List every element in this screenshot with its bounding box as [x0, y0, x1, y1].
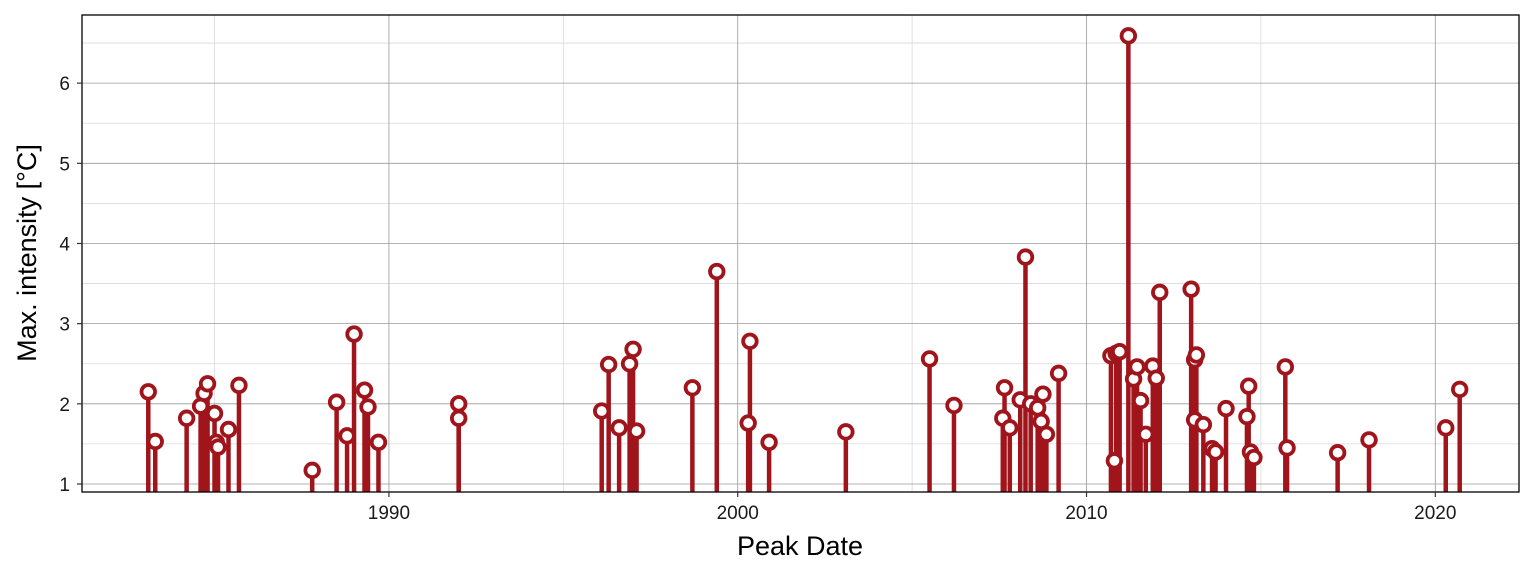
- lollipop-point: [345, 325, 363, 343]
- lollipop-point: [1049, 364, 1068, 383]
- lollipop-point: [1206, 443, 1225, 461]
- y-axis: 1 2 3 4 5 6: [59, 74, 82, 496]
- lollipop-point: [739, 414, 757, 432]
- lollipop-point: [1278, 439, 1296, 457]
- lollipop-point: [945, 396, 963, 415]
- x-axis: 1990 2000 2010 2020: [368, 492, 1456, 524]
- lollipop-point: [599, 355, 618, 374]
- lollipop-point: [1437, 419, 1455, 437]
- y-tick-label: 1: [59, 475, 70, 496]
- lollipop-point: [219, 420, 238, 439]
- lollipop-point: [1194, 415, 1213, 434]
- lollipop-point: [303, 461, 321, 480]
- lollipop-point: [338, 427, 356, 445]
- x-tick-label: 2010: [1065, 503, 1107, 524]
- lollipop-point: [683, 379, 702, 397]
- lollipop-point: [1110, 343, 1129, 361]
- lollipop-markers: [139, 27, 1469, 480]
- lollipop-point: [449, 409, 468, 427]
- lollipop-point: [1182, 280, 1200, 298]
- lollipop-point: [610, 419, 628, 437]
- y-tick-label: 4: [59, 234, 70, 255]
- lollipop-point: [198, 375, 217, 393]
- lollipop-point: [620, 355, 639, 373]
- lollipop-point: [1034, 385, 1052, 403]
- lollipop-point: [995, 379, 1014, 397]
- lollipop-point: [1451, 380, 1469, 399]
- y-tick-label: 6: [59, 74, 70, 95]
- lollipop-point: [1245, 448, 1263, 467]
- lollipop-point: [1151, 283, 1169, 302]
- plot-background: [82, 15, 1519, 492]
- lollipop-point: [1001, 419, 1019, 437]
- lollipop-point: [1105, 452, 1124, 470]
- lollipop-point: [139, 383, 157, 401]
- x-tick-label: 2020: [1414, 503, 1456, 524]
- lollipop-point: [177, 409, 196, 427]
- lollipop-point: [837, 423, 855, 441]
- lollipop-point: [1037, 425, 1056, 443]
- lollipop-point: [327, 393, 346, 411]
- lollipop-point: [1028, 399, 1047, 417]
- lollipop-point: [1128, 358, 1146, 376]
- lollipop-point: [1217, 399, 1235, 418]
- y-tick-label: 2: [59, 395, 70, 416]
- lollipop-point: [624, 340, 642, 359]
- lollipop-point: [1131, 391, 1150, 410]
- lollipop-point: [627, 422, 646, 440]
- lollipop-point: [369, 433, 388, 451]
- lollipop-point: [355, 381, 374, 399]
- lollipop-point: [449, 395, 468, 413]
- lollipop-point: [1147, 369, 1165, 387]
- lollipop-point: [1276, 358, 1295, 376]
- lollipop-point: [1238, 407, 1256, 426]
- lollipop-point: [230, 376, 248, 395]
- lollipop-point: [920, 350, 939, 368]
- lollipop-point: [209, 438, 227, 456]
- lollipop-point: [146, 432, 164, 451]
- lollipop-point: [708, 262, 726, 281]
- y-tick-label: 3: [59, 315, 70, 336]
- x-tick-label: 2000: [717, 503, 759, 524]
- y-axis-title: Max. intensity [°C]: [12, 144, 42, 362]
- lollipop-point: [1137, 425, 1155, 443]
- lollipop-point: [1360, 431, 1378, 449]
- lollipop-point: [1187, 346, 1206, 364]
- y-tick-label: 5: [59, 154, 70, 175]
- lollipop-point: [1016, 248, 1035, 266]
- x-axis-title: Peak Date: [737, 531, 863, 561]
- lollipop-point: [741, 332, 759, 350]
- x-tick-label: 1990: [368, 503, 410, 524]
- lollipop-point: [760, 433, 778, 451]
- plot-panel-border: [81, 14, 1520, 493]
- lollipop-point: [205, 404, 224, 423]
- lollipop-point: [359, 398, 377, 416]
- lollipop-point: [1328, 444, 1347, 462]
- lollipop-point: [1119, 27, 1138, 45]
- lollipop-point: [1239, 377, 1258, 395]
- lollipop-point: [592, 402, 611, 420]
- grid: [82, 15, 1519, 492]
